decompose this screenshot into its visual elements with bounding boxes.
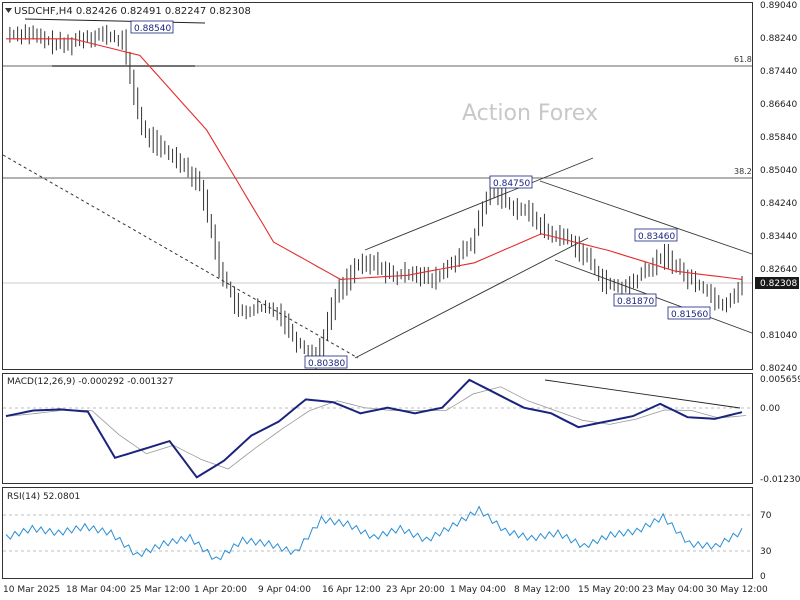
rsi-tick: 0	[760, 572, 766, 582]
rsi-line	[5, 505, 743, 561]
rsi-tick: 30	[760, 547, 772, 557]
price-tick: 0.85040	[760, 166, 797, 176]
channel-lower-line	[354, 237, 589, 359]
falling-dashed-trendline	[2, 154, 359, 359]
price-panel-frame	[2, 2, 753, 370]
moving-average-line	[6, 38, 743, 280]
price-bars	[9, 24, 743, 370]
time-tick: 30 May 12:00	[706, 585, 768, 595]
label-box	[489, 175, 533, 189]
label-box	[613, 293, 657, 307]
label-box	[667, 306, 711, 320]
time-tick: 23 Apr 20:00	[386, 585, 445, 595]
price-label-lower-high: 0.83460	[638, 232, 675, 242]
time-tick: 23 May 04:00	[642, 585, 704, 595]
time-tick: 8 May 12:00	[514, 585, 570, 595]
range-high-line	[24, 18, 206, 24]
label-box	[304, 355, 348, 369]
collapse-triangle-icon[interactable]	[5, 8, 12, 13]
rsi-title: RSI(14) 52.0801	[7, 492, 80, 502]
price-label-bottom: 0.80380	[308, 359, 345, 369]
falling-channel-upper	[539, 180, 753, 255]
current-price-tag	[755, 277, 799, 289]
price-tick: 0.87440	[760, 67, 797, 77]
macd-line	[5, 378, 743, 479]
price-tick: 0.84240	[760, 199, 797, 209]
time-tick: 25 Mar 12:00	[130, 585, 190, 595]
price-tick: 0.81040	[760, 331, 797, 341]
label-box	[130, 20, 174, 34]
fib-618-label: 61.8	[734, 55, 752, 64]
price-tick: 0.85840	[760, 133, 797, 143]
time-tick: 15 May 20:00	[578, 585, 640, 595]
time-tick: 16 Apr 12:00	[322, 585, 381, 595]
macd-title: MACD(12,26,9) -0.000292 -0.001327	[7, 377, 173, 387]
price-label-high: 0.88540	[134, 24, 171, 34]
price-tick: 0.88240	[760, 34, 797, 44]
fib-382-label: 38.2	[734, 167, 752, 176]
time-tick: 10 Mar 2025	[3, 585, 60, 595]
symbol-header: USDCHF,H4 0.82426 0.82491 0.82247 0.8230…	[14, 6, 251, 17]
time-tick: 1 Apr 20:00	[194, 585, 247, 595]
current-price-label: 0.82308	[760, 279, 797, 289]
time-tick: 9 Apr 04:00	[258, 585, 311, 595]
price-label-low-1: 0.81870	[617, 297, 654, 307]
macd-tick: 0.00	[760, 404, 780, 414]
macd-panel-frame	[2, 373, 753, 484]
price-tick: 0.82640	[760, 265, 797, 275]
price-tick: 0.83440	[760, 232, 797, 242]
rsi-tick: 70	[760, 511, 772, 521]
rsi-panel-frame	[2, 487, 753, 579]
annotations: 0.88540 0.84750 0.83460 0.81870 0.81560 …	[130, 20, 711, 369]
time-tick: 1 May 04:00	[450, 585, 506, 595]
price-axis: 0.89040 0.88240 0.87440 0.86640 0.85840 …	[755, 1, 799, 374]
price-label-low-2: 0.81560	[671, 310, 708, 320]
price-tick: 0.86640	[760, 100, 797, 110]
macd-trendline	[544, 379, 741, 409]
macd-tick: 0.005659	[760, 375, 800, 385]
price-tick: 0.80240	[760, 364, 797, 374]
time-tick: 18 Mar 04:00	[66, 585, 126, 595]
time-axis: 10 Mar 2025 18 Mar 04:00 25 Mar 12:00 1 …	[3, 585, 768, 595]
channel-upper-line	[364, 157, 594, 251]
price-tick: 0.89040	[760, 1, 797, 11]
macd-tick: -0.012301	[760, 475, 800, 485]
label-box	[634, 228, 678, 242]
watermark: Action Forex	[462, 101, 598, 126]
price-label-peak: 0.84750	[493, 179, 530, 189]
